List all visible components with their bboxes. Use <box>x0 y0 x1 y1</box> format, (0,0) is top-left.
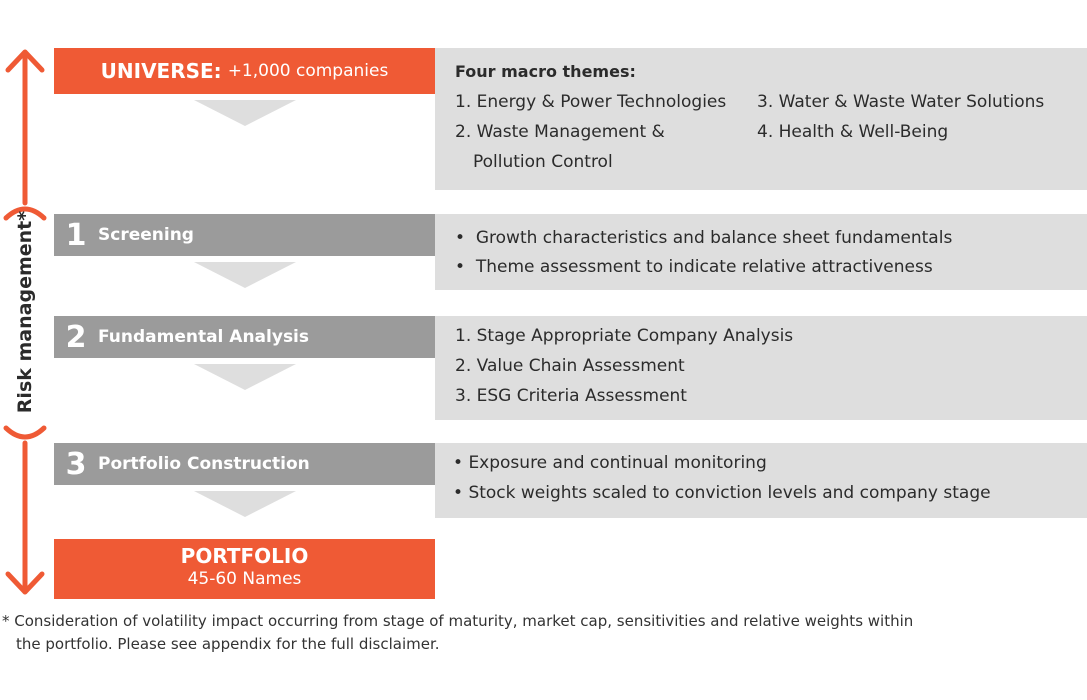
footnote-line-1: * Consideration of volatility impact occ… <box>2 612 914 630</box>
stage-chevron <box>194 364 296 390</box>
analysis-item: 1. Stage Appropriate Company Analysis <box>455 326 794 346</box>
themes-content: Four macro themes: 1. Energy & Power Tec… <box>435 48 1087 190</box>
bullet-item: • Growth characteristics and balance she… <box>455 228 953 248</box>
bullet-item: • Theme assessment to indicate relative … <box>455 257 933 277</box>
universe-title: UNIVERSE: <box>100 59 222 83</box>
stage-chevron <box>194 491 296 517</box>
universe-subtitle: +1,000 companies <box>227 61 389 81</box>
screening-panel <box>435 214 1087 290</box>
analysis-item: 3. ESG Criteria Assessment <box>455 386 687 406</box>
portfolio-subtitle: 45-60 Names <box>187 569 302 589</box>
themes-heading: Four macro themes: <box>455 62 636 81</box>
themes-panel <box>435 48 1087 190</box>
stage-title: Fundamental Analysis <box>98 327 310 347</box>
stage-number: 2 <box>65 319 87 355</box>
theme-item-continued: Pollution Control <box>473 152 613 172</box>
stage-portfolio-construction: 3 Portfolio Construction <box>54 443 435 485</box>
theme-item: 4. Health & Well-Being <box>757 122 949 142</box>
analysis-item: 2. Value Chain Assessment <box>455 356 685 376</box>
stage-chevron <box>194 262 296 288</box>
portfolio-title: PORTFOLIO <box>180 544 309 568</box>
portfolio-box: PORTFOLIO 45-60 Names <box>54 539 435 599</box>
stage-title: Portfolio Construction <box>98 454 310 474</box>
stage-number: 3 <box>65 446 87 482</box>
universe-header: UNIVERSE: +1,000 companies <box>54 48 435 94</box>
fundamental-panel <box>435 316 1087 420</box>
stage-screening: 1 Screening <box>54 214 435 256</box>
universe-chevron <box>194 100 296 126</box>
risk-management-arrow <box>3 49 47 595</box>
footnote-line-2: the portfolio. Please see appendix for t… <box>16 635 440 653</box>
theme-item: 1. Energy & Power Technologies <box>455 92 727 112</box>
stage-title: Screening <box>98 225 194 245</box>
construction-panel <box>435 443 1087 518</box>
bullet-item: • Exposure and continual monitoring <box>453 453 767 473</box>
stage-number: 1 <box>65 217 87 253</box>
theme-item: 3. Water & Waste Water Solutions <box>757 92 1045 112</box>
stage-fundamental-analysis: 2 Fundamental Analysis <box>54 316 435 358</box>
bullet-item: • Stock weights scaled to conviction lev… <box>453 483 991 503</box>
theme-item: 2. Waste Management & <box>455 122 665 142</box>
